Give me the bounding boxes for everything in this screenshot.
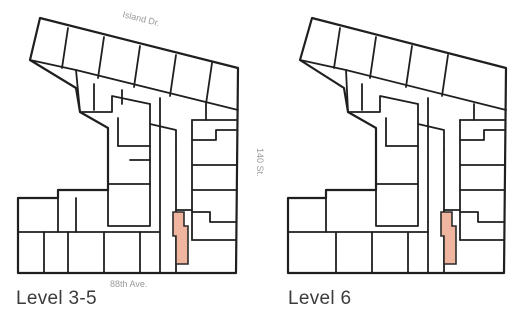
- floor-plan-level-6: [286, 16, 508, 275]
- north-wing-units-level-6: [299, 27, 507, 151]
- caption-level-3-5: Level 3-5: [16, 288, 97, 309]
- floor-plan-level-3-5: Island Dr. 88th Ave. 140 St.: [16, 9, 265, 289]
- south-wing-units: [17, 183, 237, 274]
- street-label-south: 88th Ave.: [110, 279, 147, 289]
- east-wing-units: [191, 103, 237, 241]
- north-wing-units: [29, 27, 239, 151]
- highlighted-unit-level-3-5: [172, 211, 189, 265]
- street-label-north: Island Dr.: [122, 9, 161, 28]
- highlighted-unit-level-6: [440, 211, 457, 265]
- street-label-east: 140 St.: [255, 148, 265, 177]
- east-wing-units-level-6: [459, 103, 505, 241]
- caption-level-6: Level 6: [288, 288, 352, 309]
